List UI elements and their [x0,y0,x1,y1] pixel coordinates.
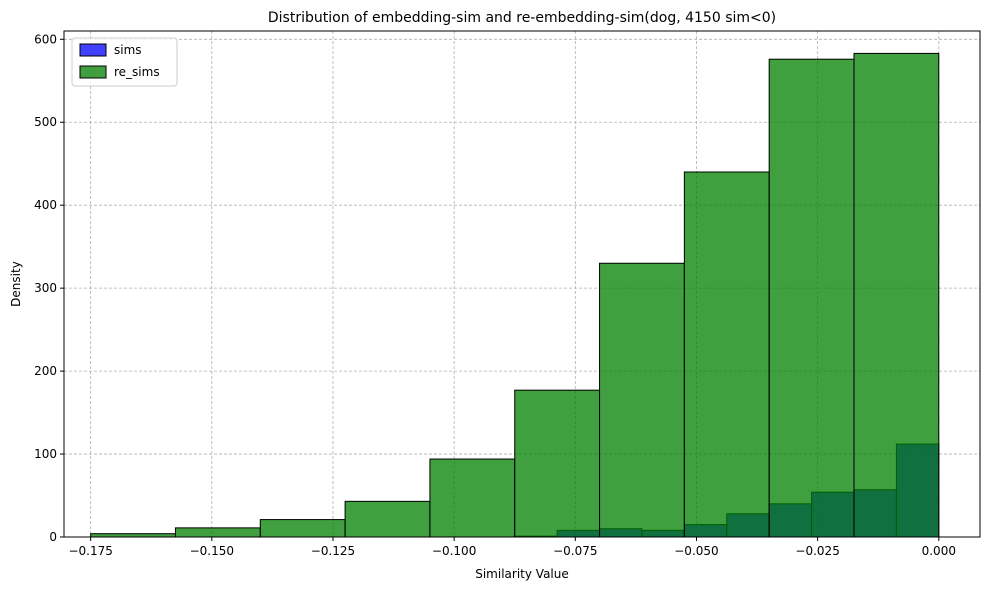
plot-frame [63,30,981,538]
re-sims-bar [599,262,685,538]
x-tick-label: −0.025 [795,544,839,558]
re-sims-bars [90,52,940,538]
x-tick-label: −0.125 [311,544,355,558]
y-tick-label: 100 [34,447,57,461]
y-axis-ticks: 0 100 200 300 400 500 600 [34,32,64,544]
y-tick-label: 400 [34,198,57,212]
chart-title: Distribution of embedding-sim and re-emb… [268,10,776,26]
legend-swatch-re-sims [79,65,107,79]
legend-label-re-sims: re_sims [114,65,160,79]
re-sims-bar [174,527,261,538]
y-tick-label: 300 [34,281,57,295]
x-tick-label: −0.175 [68,544,112,558]
y-tick-label: 200 [34,364,57,378]
x-tick-label: −0.050 [674,544,718,558]
x-axis-title: Similarity Value [475,567,569,581]
y-tick-label: 500 [34,115,57,129]
legend-label-sims: sims [114,43,142,57]
x-tick-label: 0.000 [922,544,956,558]
x-axis-ticks: −0.175 −0.150 −0.125 −0.100 −0.075 −0.050 −0.0… [68,537,956,558]
re-sims-bar [344,500,431,538]
re-sims-bar [683,171,770,538]
legend-swatch-sims [79,43,107,57]
y-axis-title: Density [9,261,23,307]
re-sims-bar [259,519,346,538]
y-tick-label: 600 [34,32,57,46]
legend: sims re_sims [71,37,178,87]
re-sims-bar [768,58,855,538]
re-sims-bar [514,389,601,538]
y-tick-label: 0 [49,530,57,544]
re-sims-bar [429,458,516,538]
x-tick-label: −0.100 [432,544,476,558]
x-tick-label: −0.150 [190,544,234,558]
re-sims-bar [853,52,940,538]
x-tick-label: −0.075 [553,544,597,558]
